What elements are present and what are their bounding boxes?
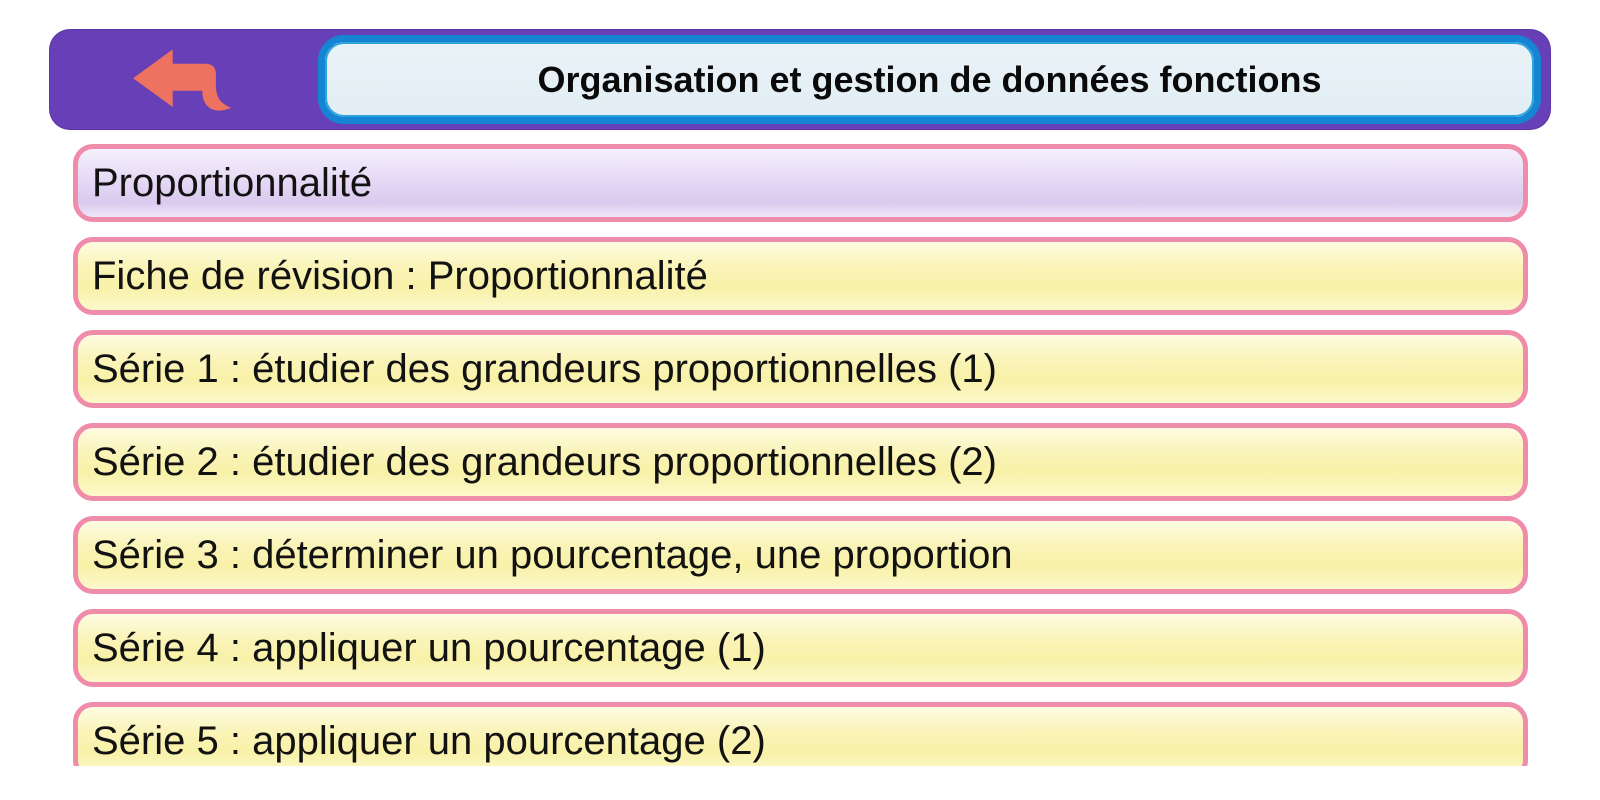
app-screen: Organisation et gestion de données fonct… [50,30,1550,766]
list-item-label: Série 2 : étudier des grandeurs proporti… [92,439,997,484]
list-item[interactable]: Série 4 : appliquer un pourcentage (1) [73,609,1528,687]
list-item-label: Proportionnalité [92,160,373,205]
back-button[interactable] [88,30,278,129]
list-item[interactable]: Fiche de révision : Proportionnalité [73,237,1528,315]
list-item[interactable]: Série 5 : appliquer un pourcentage (2) [73,702,1528,766]
list-item-label: Série 1 : étudier des grandeurs proporti… [92,346,997,391]
list-item-label: Fiche de révision : Proportionnalité [92,253,708,298]
list-item[interactable]: Série 1 : étudier des grandeurs proporti… [73,330,1528,408]
back-arrow-icon [132,48,231,111]
list-item-label: Série 4 : appliquer un pourcentage (1) [92,625,766,670]
list-item[interactable]: Proportionnalité [73,144,1528,222]
list-item[interactable]: Série 3 : déterminer un pourcentage, une… [73,516,1528,594]
page-title: Organisation et gestion de données fonct… [537,58,1322,100]
lesson-list: Proportionnalité Fiche de révision : Pro… [73,144,1528,766]
list-item[interactable]: Série 2 : étudier des grandeurs proporti… [73,423,1528,501]
page-title-box: Organisation et gestion de données fonct… [318,35,1541,124]
list-item-label: Série 5 : appliquer un pourcentage (2) [92,718,766,763]
header-bar: Organisation et gestion de données fonct… [50,30,1550,129]
list-item-label: Série 3 : déterminer un pourcentage, une… [92,532,1013,577]
